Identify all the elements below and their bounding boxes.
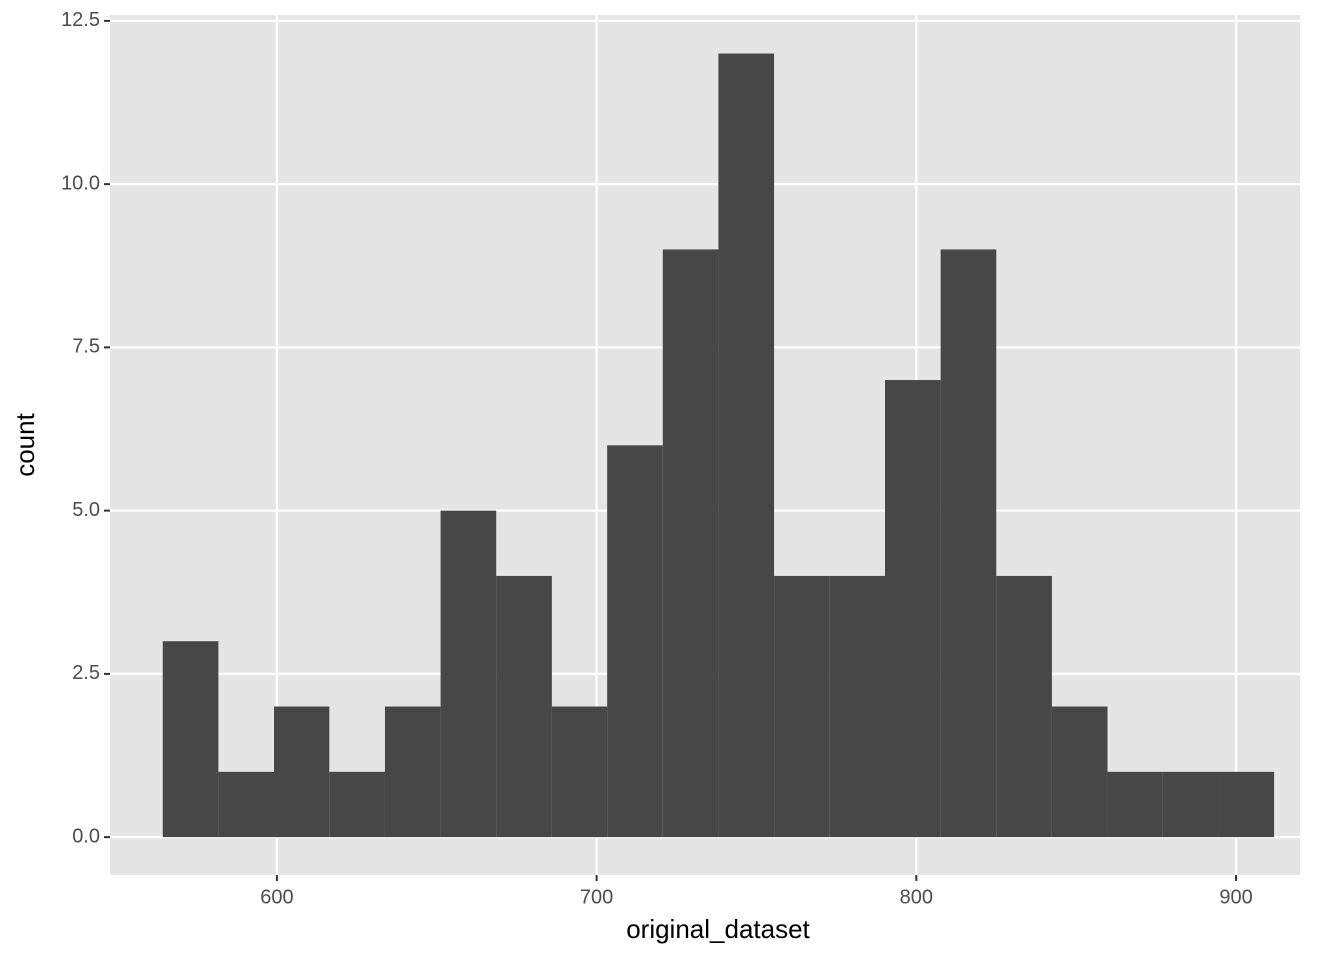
- x-tick-label: 700: [580, 886, 613, 908]
- bar: [829, 575, 886, 838]
- x-tick-label: 900: [1219, 886, 1252, 908]
- bar: [329, 771, 385, 838]
- y-tick-label: 2.5: [72, 662, 100, 684]
- bar: [218, 771, 275, 838]
- y-axis-title: count: [10, 412, 40, 476]
- bar: [384, 706, 441, 838]
- bar: [1051, 706, 1108, 838]
- x-axis-title: original_dataset: [626, 914, 810, 944]
- y-tick-label: 5.0: [72, 499, 100, 521]
- bar: [940, 249, 997, 838]
- bar: [440, 510, 497, 838]
- bar: [162, 641, 219, 838]
- y-tick-label: 12.5: [61, 9, 100, 31]
- bar: [885, 380, 941, 838]
- x-tick-label: 800: [900, 886, 933, 908]
- bar: [1218, 771, 1275, 838]
- bar: [718, 53, 775, 838]
- bar: [607, 445, 663, 838]
- bar: [996, 575, 1052, 838]
- bar: [551, 706, 608, 838]
- x-tick-label: 600: [260, 886, 293, 908]
- bar: [1107, 771, 1163, 838]
- y-tick-label: 0.0: [72, 825, 100, 847]
- y-tick-label: 10.0: [61, 172, 100, 194]
- bar: [1162, 771, 1219, 838]
- y-tick-label: 7.5: [72, 336, 100, 358]
- bar: [496, 575, 552, 838]
- bar: [662, 249, 719, 838]
- bar: [774, 575, 830, 838]
- bar: [274, 706, 330, 838]
